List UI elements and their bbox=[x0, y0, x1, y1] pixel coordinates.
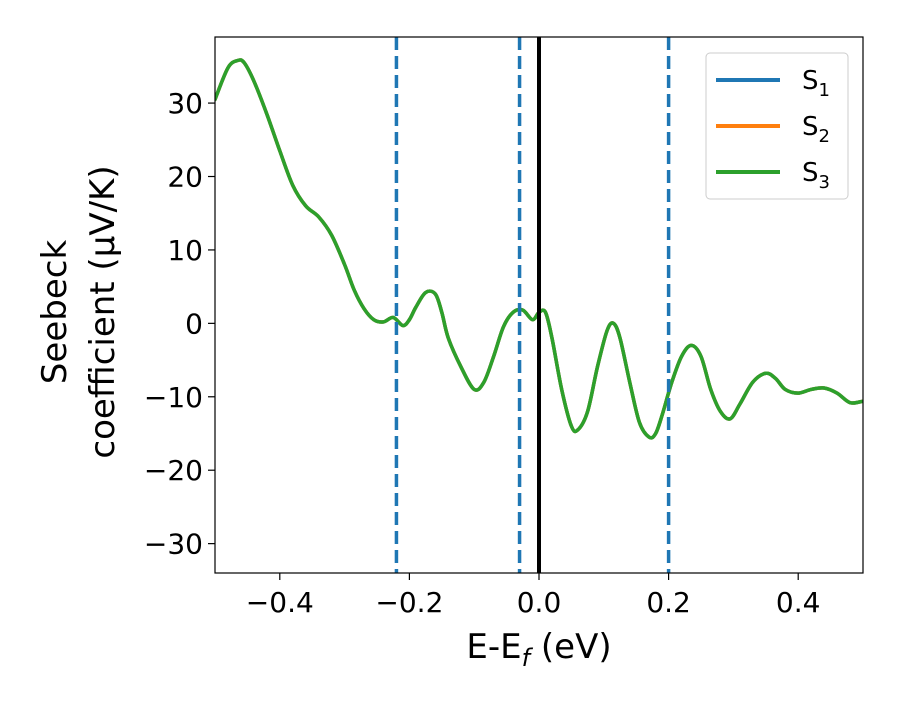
plot-content bbox=[215, 37, 863, 573]
y-tick-label: −10 bbox=[144, 381, 203, 414]
legend: S1 S2 S3 bbox=[705, 52, 849, 200]
y-axis-title-line2: coefficient (μV/K) bbox=[83, 165, 123, 458]
y-tick-label: −30 bbox=[144, 528, 203, 561]
x-tick-label: 0.0 bbox=[517, 586, 562, 619]
plot-area bbox=[214, 36, 864, 574]
x-axis-title: E-Ef (eV) bbox=[466, 627, 611, 672]
series-line-s3 bbox=[215, 58, 863, 440]
y-tick-label: 20 bbox=[167, 161, 203, 194]
legend-label-s2: S2 bbox=[802, 112, 830, 147]
legend-label-s3: S3 bbox=[802, 158, 830, 193]
y-tick-label: 0 bbox=[185, 307, 203, 340]
x-axis: −0.4 −0.2 0.0 0.2 0.4 bbox=[246, 573, 821, 619]
y-tick-label: −20 bbox=[144, 454, 203, 487]
x-tick-label: 0.4 bbox=[776, 586, 821, 619]
x-tick-label: −0.2 bbox=[375, 586, 443, 619]
legend-label-s1: S1 bbox=[802, 66, 830, 101]
x-tick-label: 0.2 bbox=[646, 586, 691, 619]
y-tick-label: 30 bbox=[167, 87, 203, 120]
x-tick-label: −0.4 bbox=[246, 586, 314, 619]
y-axis: −30 −20 −10 0 10 20 30 bbox=[144, 87, 215, 561]
y-axis-title-line1: Seebeck bbox=[35, 240, 75, 385]
y-tick-label: 10 bbox=[167, 234, 203, 267]
